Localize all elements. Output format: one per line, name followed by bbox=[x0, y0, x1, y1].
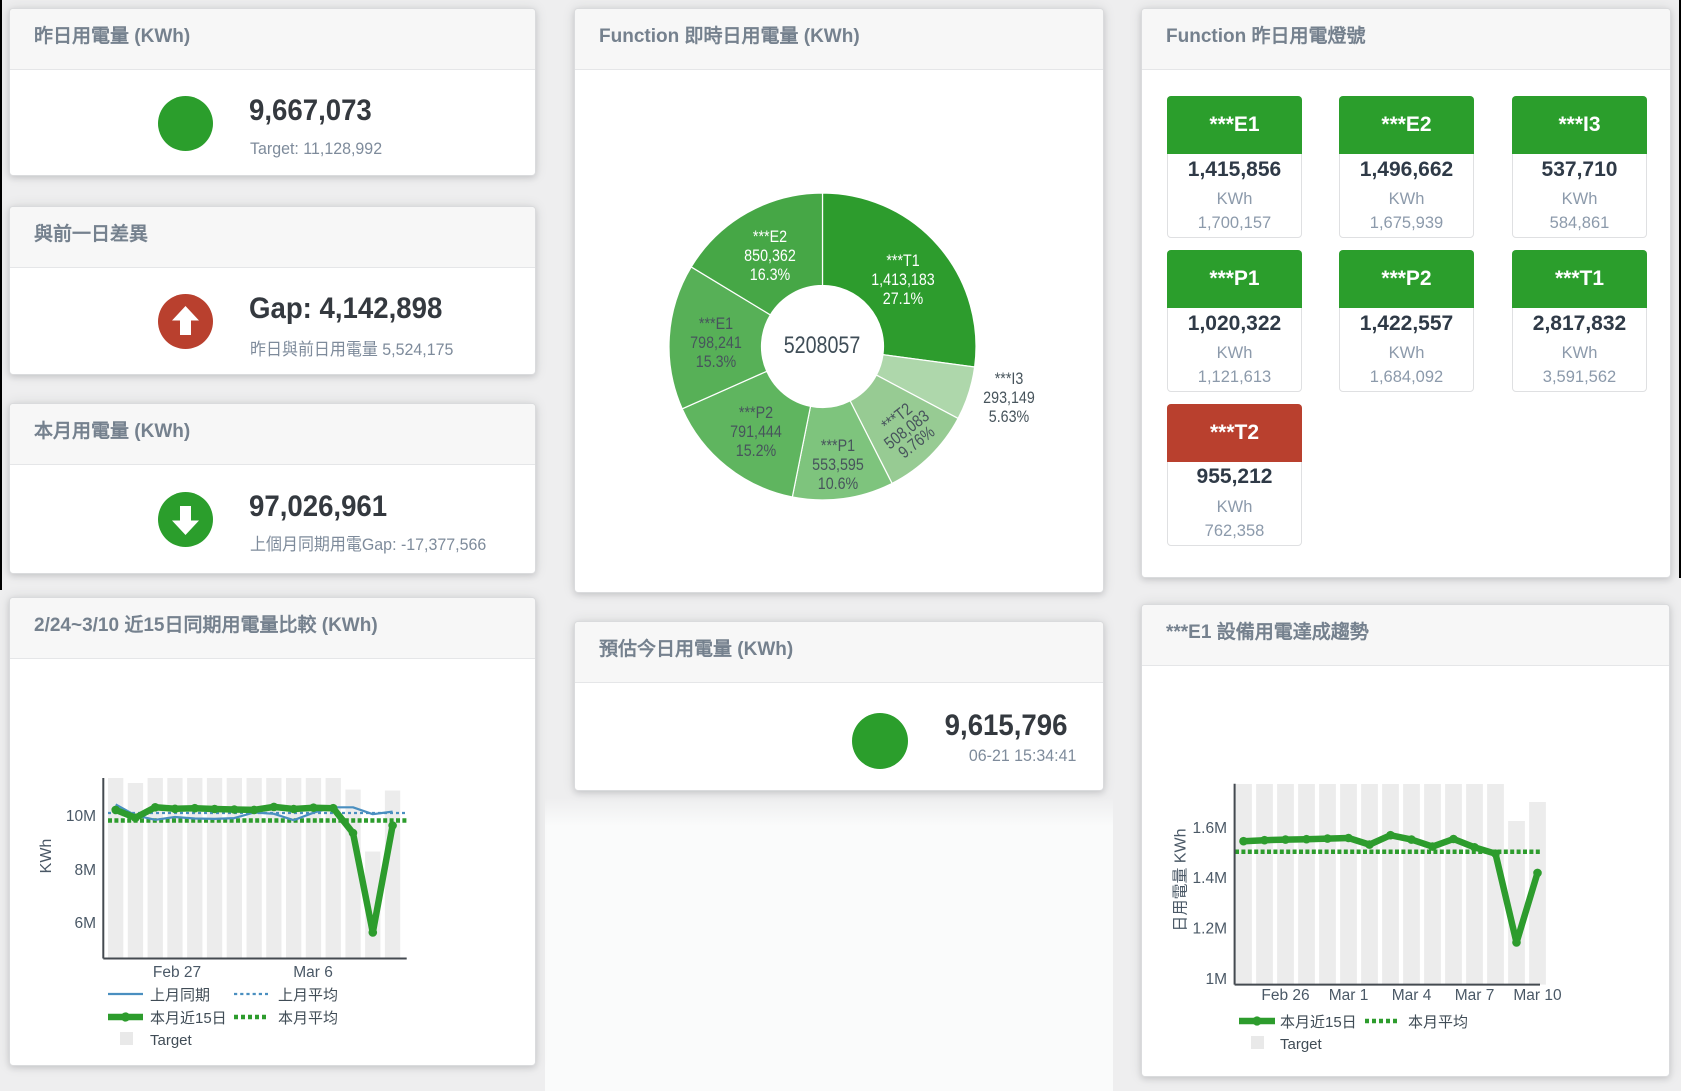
svg-text:本月平均: 本月平均 bbox=[1408, 1014, 1468, 1031]
svg-text:Mar 4: Mar 4 bbox=[1392, 987, 1432, 1004]
svg-text:Mar 10: Mar 10 bbox=[1513, 987, 1562, 1004]
svg-text:Mar 1: Mar 1 bbox=[1329, 987, 1369, 1004]
svg-text:Feb 27: Feb 27 bbox=[153, 964, 201, 981]
svg-text:1.4M: 1.4M bbox=[1193, 870, 1227, 887]
svg-text:10M: 10M bbox=[66, 808, 96, 825]
svg-text:本月近15日: 本月近15日 bbox=[1280, 1014, 1357, 1031]
svg-text:本月平均: 本月平均 bbox=[278, 1010, 338, 1027]
svg-text:Target: Target bbox=[150, 1032, 193, 1049]
svg-text:本月近15日: 本月近15日 bbox=[150, 1010, 227, 1027]
svg-text:8M: 8M bbox=[74, 862, 96, 879]
svg-text:6M: 6M bbox=[74, 915, 96, 932]
svg-text:1.2M: 1.2M bbox=[1193, 920, 1227, 937]
svg-text:1M: 1M bbox=[1205, 971, 1227, 988]
svg-text:Mar 7: Mar 7 bbox=[1455, 987, 1495, 1004]
svg-text:Feb 26: Feb 26 bbox=[1261, 987, 1309, 1004]
svg-text:上月同期: 上月同期 bbox=[150, 987, 210, 1004]
svg-text:1.6M: 1.6M bbox=[1193, 820, 1227, 837]
svg-text:日用電量 KWh: 日用電量 KWh bbox=[1173, 828, 1190, 931]
svg-text:KWh: KWh bbox=[38, 839, 55, 874]
svg-text:Mar 6: Mar 6 bbox=[293, 964, 333, 981]
svg-text:上月平均: 上月平均 bbox=[278, 987, 338, 1004]
svg-text:Target: Target bbox=[1280, 1036, 1323, 1053]
